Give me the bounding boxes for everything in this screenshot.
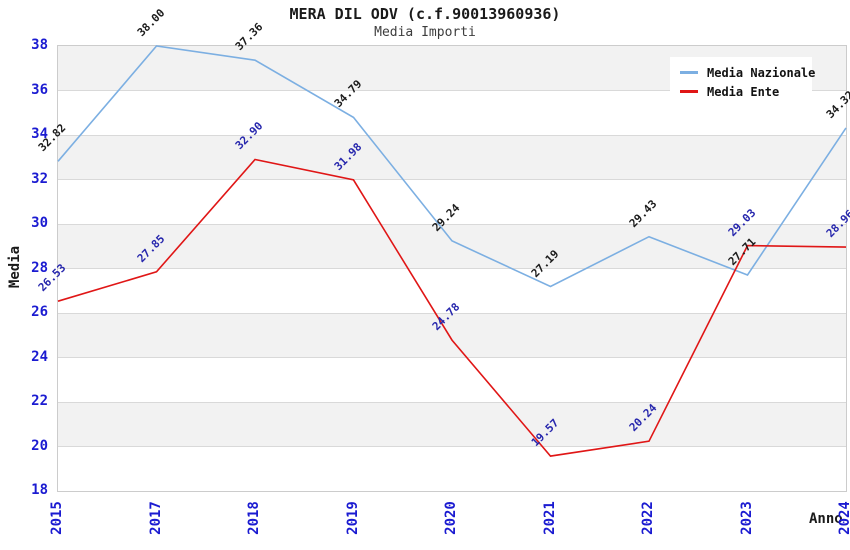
x-tick-label: 2017 xyxy=(147,501,164,535)
gridline xyxy=(58,401,846,403)
y-tick-label: 38 xyxy=(31,37,48,53)
plot-band xyxy=(58,268,846,313)
legend-label: Media Nazionale xyxy=(707,65,816,80)
gridline xyxy=(58,90,846,91)
x-tick-label: 2022 xyxy=(640,501,656,535)
legend-label: Media Ente xyxy=(707,84,780,99)
x-tick-label: 2019 xyxy=(344,501,361,535)
gridline xyxy=(58,357,846,358)
plot-band xyxy=(58,357,846,402)
gridline xyxy=(58,446,846,447)
legend-swatch-icon xyxy=(680,71,698,74)
series-line xyxy=(57,45,847,288)
plot-band xyxy=(58,446,846,491)
plot-band xyxy=(58,313,846,358)
legend: Media Nazionale Media Ente xyxy=(670,57,816,107)
plot-area xyxy=(57,45,847,492)
legend-item: Media Ente xyxy=(680,83,812,100)
x-tick-label: 2020 xyxy=(443,501,459,535)
y-tick-label: 18 xyxy=(31,482,48,498)
chart-title: MERA DIL ODV (c.f.90013960936) xyxy=(289,5,561,23)
x-tick-label: 2021 xyxy=(541,501,558,535)
y-tick-label: 32 xyxy=(31,170,48,187)
plot-band xyxy=(58,402,846,447)
y-tick-label: 28 xyxy=(31,259,48,276)
x-tick-label: 2023 xyxy=(738,501,755,535)
y-tick-label: 22 xyxy=(31,393,48,409)
x-tick-label: 2018 xyxy=(246,501,262,535)
x-axis-title: Anno xyxy=(809,511,843,527)
legend-swatch-icon xyxy=(680,90,698,93)
chart-subtitle: Media Importi xyxy=(374,25,476,40)
plot-band xyxy=(58,224,846,269)
y-tick-label: 24 xyxy=(31,348,48,365)
plot-band xyxy=(58,179,846,224)
gridline xyxy=(58,312,846,314)
gridline xyxy=(58,179,846,180)
y-tick-label: 30 xyxy=(31,215,48,231)
y-tick-label: 20 xyxy=(31,437,48,454)
gridline xyxy=(58,268,846,269)
series-line xyxy=(57,158,847,457)
x-tick-label: 2015 xyxy=(49,501,65,535)
gridline xyxy=(58,134,846,136)
y-tick-label: 34 xyxy=(31,126,48,142)
gridline xyxy=(58,223,846,225)
legend-item: Media Nazionale xyxy=(680,64,816,81)
x-tick-label: 2024 xyxy=(837,501,850,535)
plot-band xyxy=(58,135,846,180)
y-tick-label: 36 xyxy=(31,81,48,98)
y-tick-label: 26 xyxy=(31,304,48,320)
